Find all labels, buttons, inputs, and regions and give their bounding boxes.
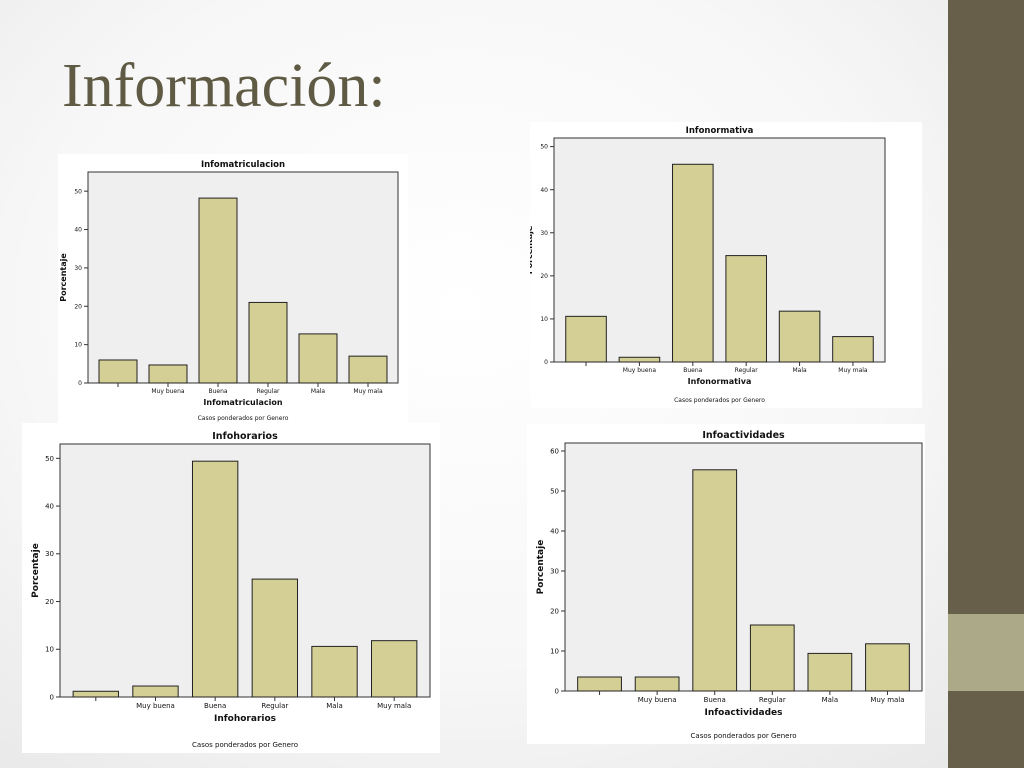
y-tick-label: 20: [74, 303, 82, 310]
chart-footnote: Casos ponderados por Genero: [192, 741, 298, 749]
y-tick-label: 30: [74, 265, 82, 272]
y-tick-label: 0: [555, 687, 559, 695]
bar: [98, 359, 138, 384]
plot-area: [553, 137, 886, 363]
bar: [634, 676, 680, 692]
x-tick-label: Muy mala: [870, 696, 904, 704]
bar: [618, 356, 661, 363]
y-tick-label: 0: [78, 380, 82, 387]
y-tick-label: 30: [540, 230, 548, 237]
chart-svg: Infohorarios 0 10 20 30 40 50 Porcentaje Muy bue…: [31, 431, 431, 749]
y-tick-label: 40: [550, 527, 559, 535]
x-tick-label: Mala: [311, 388, 326, 395]
x-tick-label: Muy mala: [838, 367, 868, 374]
x-tick-label: Buena: [204, 702, 226, 710]
plot-area: [87, 171, 399, 384]
bar: [148, 364, 188, 384]
chart-title: Infoactividades: [702, 430, 785, 441]
bar: [725, 255, 767, 363]
y-tick-label: 0: [544, 359, 548, 366]
y-axis-label: Porcentaje: [31, 543, 41, 598]
bar: [565, 315, 607, 363]
plot-area: [564, 442, 923, 692]
x-tick-label: Muy buena: [151, 388, 185, 395]
chart-infomatriculacion: Infomatriculacion 0 10 20 30 40 50 Porcentaje Mu…: [58, 154, 408, 426]
sidebar-accent-decoration: [948, 614, 1024, 691]
bar: [72, 690, 119, 698]
bar: [248, 301, 288, 384]
y-tick-label: 20: [45, 598, 54, 606]
y-tick-label: 50: [74, 188, 82, 195]
slide-title: Información:: [62, 52, 386, 120]
bar: [672, 163, 714, 363]
chart-footnote: Casos ponderados por Genero: [674, 397, 765, 404]
y-tick-label: 40: [74, 227, 82, 234]
x-axis-label: Infomatriculacion: [203, 398, 282, 407]
bar: [348, 355, 388, 384]
x-tick-label: Muy buena: [136, 702, 175, 710]
y-tick-label: 10: [45, 646, 54, 654]
x-tick-label: Mala: [792, 367, 807, 374]
chart-title: Infonormativa: [686, 126, 754, 136]
x-tick-label: Muy buena: [638, 696, 677, 704]
y-tick-label: 20: [540, 273, 548, 280]
chart-svg: Infonormativa 0 10 20 30 40 50 Porcentaje Muy bu…: [530, 126, 886, 404]
y-axis-label: Porcentaje: [530, 225, 534, 274]
x-tick-label: Buena: [683, 367, 702, 374]
bar: [298, 333, 338, 384]
y-tick-label: 50: [540, 144, 548, 151]
x-tick-label: Muy mala: [377, 702, 411, 710]
x-tick-label: Mala: [822, 696, 839, 704]
chart-title: Infohorarios: [212, 431, 278, 442]
x-tick-label: Mala: [326, 702, 343, 710]
x-tick-label: Muy buena: [623, 367, 657, 374]
x-tick-label: Regular: [261, 702, 288, 710]
y-axis-label: Porcentaje: [59, 253, 68, 302]
bar: [371, 640, 418, 698]
bar: [778, 310, 821, 363]
y-axis-label: Porcentaje: [536, 540, 546, 595]
bar: [191, 460, 239, 698]
chart-title: Infomatriculacion: [201, 160, 285, 170]
y-tick-label: 30: [45, 550, 54, 558]
chart-infonormativa: Infonormativa 0 10 20 30 40 50 Porcentaje Muy bu…: [530, 122, 922, 408]
plot-area: [59, 443, 431, 698]
chart-footnote: Casos ponderados por Genero: [691, 732, 797, 740]
chart-svg: Infomatriculacion 0 10 20 30 40 50 Porcentaje Mu…: [59, 160, 399, 422]
bar: [311, 645, 358, 698]
y-tick-label: 10: [550, 647, 559, 655]
x-axis-label: Infonormativa: [688, 377, 752, 386]
bar: [832, 336, 874, 363]
x-tick-label: Regular: [759, 696, 786, 704]
bar: [749, 624, 795, 692]
x-tick-label: Regular: [256, 388, 280, 395]
chart-footnote: Casos ponderados por Genero: [198, 415, 289, 422]
x-tick-label: Regular: [735, 367, 759, 374]
bar: [865, 643, 910, 692]
bar: [692, 469, 738, 692]
y-tick-label: 30: [550, 567, 559, 575]
x-axis-label: Infoactividades: [704, 708, 782, 718]
y-tick-label: 40: [540, 187, 548, 194]
bar: [577, 676, 622, 692]
chart-infohorarios: Infohorarios 0 10 20 30 40 50 Porcentaje Muy bue…: [22, 423, 440, 753]
chart-infoactividades: Infoactividades 0 10 20 30 40 50 60 Porcentaje Mu…: [527, 424, 925, 744]
chart-svg: Infoactividades 0 10 20 30 40 50 60 Porcentaje Mu…: [536, 430, 923, 740]
y-tick-label: 40: [45, 503, 54, 511]
y-tick-label: 10: [74, 342, 82, 349]
bar: [132, 685, 179, 698]
y-tick-label: 50: [550, 487, 559, 495]
x-axis-label: Infohorarios: [214, 714, 276, 724]
bar: [807, 652, 853, 692]
x-tick-label: Buena: [704, 696, 726, 704]
bar: [198, 197, 238, 384]
x-tick-label: Muy mala: [353, 388, 383, 395]
y-tick-label: 20: [550, 607, 559, 615]
y-tick-label: 60: [550, 447, 559, 455]
bar: [251, 578, 299, 698]
y-tick-label: 10: [540, 316, 548, 323]
x-tick-label: Buena: [208, 388, 227, 395]
y-tick-label: 50: [45, 455, 54, 463]
y-tick-label: 0: [50, 693, 54, 701]
